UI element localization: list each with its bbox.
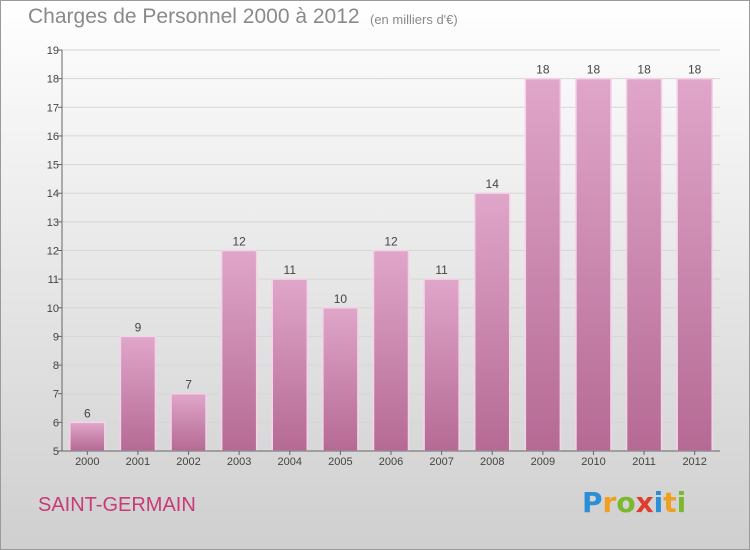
data-label: 12 (232, 235, 246, 249)
bar-2005 (322, 307, 359, 452)
data-label: 18 (587, 63, 601, 77)
data-label: 10 (334, 292, 348, 306)
logo-letter: r (602, 486, 617, 519)
bar-2001 (119, 335, 157, 452)
bar-2004 (271, 278, 309, 452)
x-tick-label: 2007 (429, 456, 453, 468)
logo-letter: P (582, 486, 603, 519)
x-tick-label: 2004 (278, 456, 302, 468)
x-tick-label: 2006 (379, 456, 403, 468)
y-tick-label: 14 (47, 188, 59, 200)
y-tick-label: 5 (53, 446, 59, 458)
x-tick-label: 2000 (75, 456, 99, 468)
bar-2000 (69, 421, 106, 452)
data-label: 14 (486, 177, 500, 191)
bar-2012 (676, 77, 713, 452)
x-tick-label: 2011 (632, 456, 656, 468)
logo-letter: t (663, 486, 677, 519)
data-label: 18 (536, 63, 550, 77)
y-tick-label: 6 (53, 417, 59, 429)
y-tick-label: 10 (47, 303, 59, 315)
bar-2009 (524, 77, 562, 452)
y-tick-label: 17 (47, 102, 59, 114)
x-tick-label: 2009 (531, 456, 555, 468)
axes: 5 6 7 8 9 10 11 12 13 14 15 16 17 18 19 6 2000 9 2001 7 2002… (47, 45, 720, 468)
data-label: 11 (284, 263, 297, 277)
y-tick-label: 9 (53, 331, 59, 343)
data-label: 9 (135, 320, 142, 334)
y-tick-label: 11 (48, 274, 59, 286)
y-tick-label: 8 (53, 360, 59, 372)
location-label: SAINT-GERMAIN (38, 494, 196, 516)
y-tick-label: 19 (47, 45, 59, 57)
x-tick-label: 2002 (176, 456, 200, 468)
bar-2002 (170, 392, 207, 452)
bar-2011 (625, 77, 663, 452)
bar-2010 (575, 77, 612, 452)
data-label: 12 (384, 235, 398, 249)
y-tick-label: 12 (47, 246, 59, 258)
logo-letter: x (635, 486, 654, 519)
y-tick-label: 15 (47, 160, 59, 172)
bar-2003 (220, 249, 258, 452)
x-tick-label: 2001 (126, 456, 150, 468)
data-label: 7 (185, 378, 192, 392)
logo-letter: i (653, 486, 664, 519)
bar-2008 (473, 192, 511, 452)
proxiti-logo: Proxiti (582, 486, 686, 519)
logo-letter: i (676, 486, 687, 519)
chart-title: Charges de Personnel 2000 à 2012 (28, 5, 360, 28)
y-tick-label: 18 (47, 74, 59, 86)
chart-subtitle: (en milliers d'€) (370, 12, 458, 27)
data-label: 18 (688, 63, 702, 77)
x-tick-label: 2008 (480, 456, 504, 468)
logo-letter: o (616, 486, 636, 519)
bar-2006 (372, 249, 410, 452)
x-tick-label: 2003 (227, 456, 251, 468)
y-tick-label: 13 (47, 217, 59, 229)
data-label: 11 (435, 263, 448, 277)
x-tick-label: 2005 (328, 456, 352, 468)
y-tick-label: 7 (53, 389, 59, 401)
data-label: 18 (637, 63, 651, 77)
bars (69, 77, 713, 452)
data-label: 6 (84, 406, 91, 420)
x-tick-label: 2010 (581, 456, 605, 468)
bar-2007 (423, 278, 460, 452)
x-tick-label: 2012 (682, 456, 706, 468)
y-tick-label: 16 (47, 131, 59, 143)
